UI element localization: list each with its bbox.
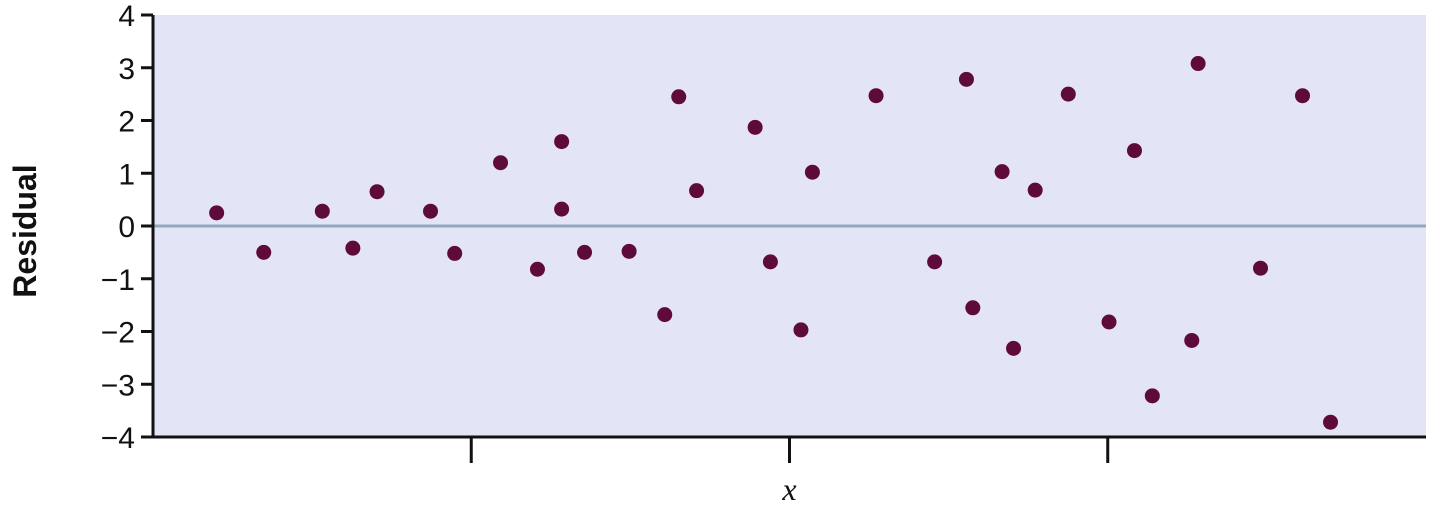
data-point	[1323, 414, 1339, 430]
data-point	[804, 164, 820, 180]
data-point	[529, 261, 545, 277]
data-point	[1295, 88, 1311, 104]
y-tick-label: 3	[118, 53, 135, 86]
data-point	[345, 240, 361, 256]
data-point	[1253, 260, 1269, 276]
data-point	[554, 134, 570, 150]
data-point	[493, 155, 509, 171]
data-point	[1060, 86, 1076, 102]
data-point	[1126, 143, 1142, 159]
data-point	[927, 254, 943, 270]
data-point	[1027, 182, 1043, 198]
x-axis-ticks	[469, 437, 1110, 463]
data-point	[209, 205, 225, 221]
data-point	[621, 243, 637, 259]
data-point	[447, 245, 463, 261]
data-point	[1144, 388, 1160, 404]
data-point	[369, 184, 385, 200]
data-point	[1190, 56, 1206, 72]
data-point	[994, 164, 1010, 180]
data-point	[1101, 314, 1117, 330]
y-tick-label: −2	[101, 317, 135, 350]
data-point	[793, 322, 809, 338]
data-point	[747, 119, 763, 135]
data-point	[868, 88, 884, 104]
y-axis-ticks: 4 3 2 1 0 −1 −2 −3 −4	[101, 0, 153, 455]
y-tick-label: −3	[101, 369, 135, 402]
y-tick-label: 1	[118, 158, 135, 191]
data-point	[762, 254, 778, 270]
y-tick-label: 0	[118, 211, 135, 244]
data-point	[314, 203, 330, 219]
y-tick-label: 2	[118, 106, 135, 139]
data-point	[256, 244, 272, 260]
data-point	[671, 89, 687, 105]
y-axis-title: Residual	[7, 164, 43, 297]
data-point	[965, 300, 981, 316]
y-tick-label: −4	[101, 422, 135, 455]
data-point	[657, 307, 673, 323]
data-point	[1006, 340, 1022, 356]
data-point	[554, 201, 570, 217]
x-axis-title: x	[781, 471, 796, 507]
data-point	[1184, 332, 1200, 348]
data-point	[577, 244, 593, 260]
data-point	[423, 203, 439, 219]
data-points	[209, 56, 1339, 430]
data-point	[689, 183, 705, 199]
data-point	[958, 71, 974, 87]
y-tick-label: 4	[118, 0, 135, 33]
y-tick-label: −1	[101, 264, 135, 297]
